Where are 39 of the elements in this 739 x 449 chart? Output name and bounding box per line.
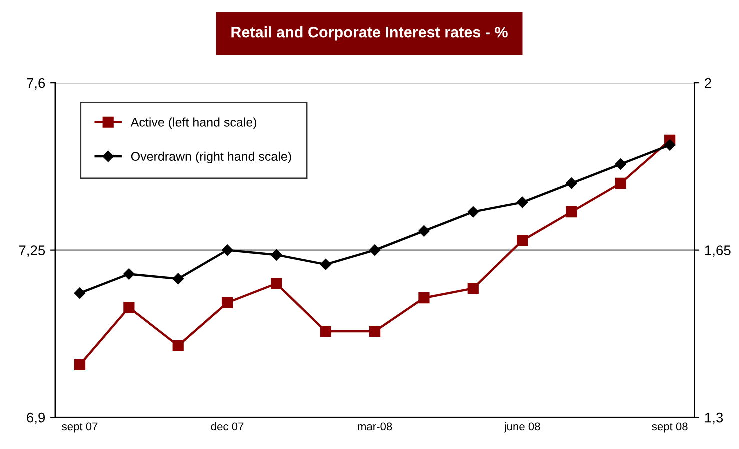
point bbox=[320, 326, 332, 338]
y-tick-label: 7,6 bbox=[27, 78, 46, 90]
x-tick-label: sept 07 bbox=[62, 422, 98, 433]
point bbox=[124, 268, 135, 280]
x-tick-label: june 08 bbox=[504, 422, 540, 433]
point bbox=[418, 292, 430, 304]
point bbox=[172, 340, 184, 352]
point bbox=[369, 326, 381, 338]
point bbox=[271, 278, 282, 290]
y-tick-label: 6,9 bbox=[27, 412, 46, 424]
y2-tick-label: 2 bbox=[705, 78, 712, 88]
x-tick-label: mar-08 bbox=[358, 422, 392, 431]
point bbox=[74, 288, 86, 299]
y2-tick-label: 1,3 bbox=[705, 412, 724, 424]
point bbox=[566, 178, 578, 190]
point bbox=[172, 273, 184, 285]
point bbox=[222, 297, 234, 308]
x-tick-label: sept 08 bbox=[652, 422, 688, 433]
x-tick-label: dec 07 bbox=[211, 422, 244, 431]
point bbox=[664, 140, 676, 151]
y-tick-label: 7,25 bbox=[19, 246, 46, 258]
chart-title: Retail and Corporate Interest rates - % bbox=[232, 26, 508, 41]
legend-label: Overdrawn (right hand scale) bbox=[131, 152, 292, 164]
point bbox=[468, 282, 479, 294]
point bbox=[320, 259, 332, 270]
point bbox=[124, 302, 135, 314]
point bbox=[369, 244, 381, 256]
point bbox=[222, 244, 234, 256]
point bbox=[517, 235, 528, 246]
point bbox=[271, 249, 282, 261]
point bbox=[516, 196, 528, 208]
point bbox=[418, 226, 430, 237]
point bbox=[615, 178, 626, 189]
legend-label: Active (left hand scale) bbox=[130, 118, 257, 130]
point bbox=[74, 359, 86, 371]
point bbox=[468, 206, 479, 218]
point bbox=[615, 158, 627, 170]
y2-tick-label: 1,65 bbox=[705, 246, 731, 258]
point bbox=[566, 206, 578, 218]
